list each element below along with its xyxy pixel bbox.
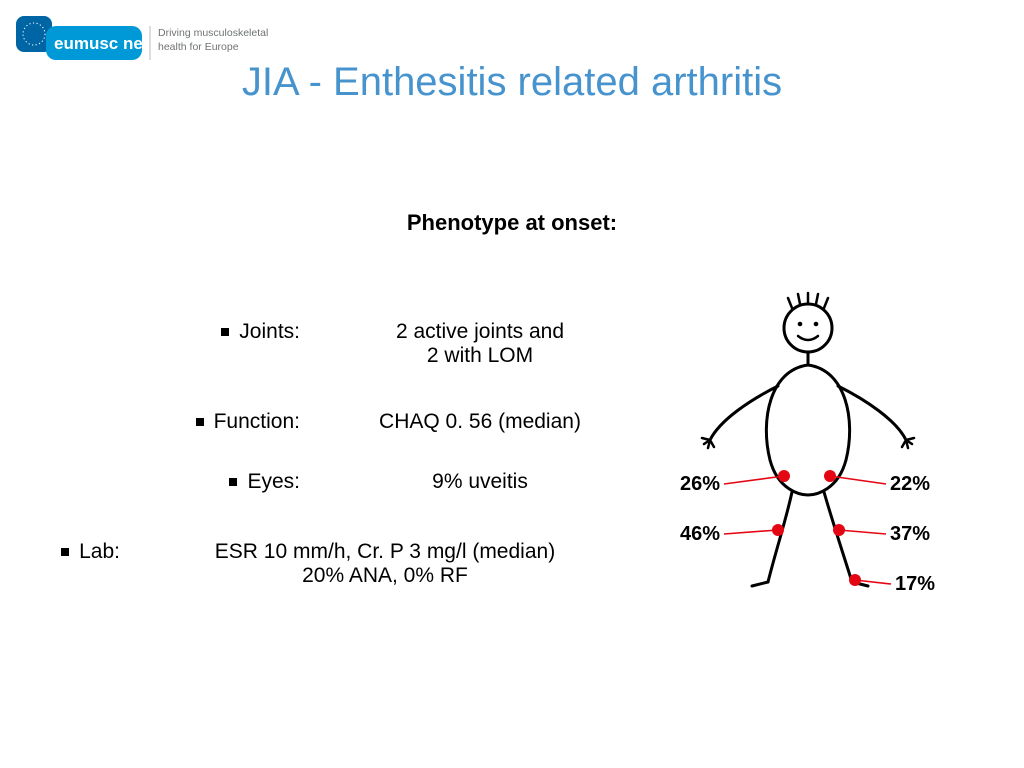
value-function: CHAQ 0. 56 (median) [330,410,630,434]
bullet-icon [221,328,229,336]
joint-label-left_knee: 46% [680,523,720,545]
joint-label-right_ankle: 17% [895,573,935,595]
joint-dot-right_ankle [849,574,861,586]
joint-label-right_hip: 22% [890,473,930,495]
row-eyes: Eyes: 9% uveitis [0,470,640,494]
joint-label-left_hip: 26% [680,473,720,495]
joint-leader-left_knee [724,530,778,534]
value-joints-l2: 2 with LOM [330,344,630,368]
joint-label-right_knee: 37% [890,523,930,545]
joint-figure: 26% 22% 46% 37% 17% [650,290,980,630]
bullet-icon [61,548,69,556]
bullet-icon [229,478,237,486]
logo-tagline-2: health for Europe [158,41,239,53]
row-function: Function: CHAQ 0. 56 (median) [0,410,640,434]
bullet-icon [196,418,204,426]
logo-name: eumusc net [54,34,149,53]
value-eyes: 9% uveitis [330,470,630,494]
value-lab-l1: ESR 10 mm/h, Cr. P 3 mg/l (median) [150,540,620,564]
joint-dot-left_knee [772,524,784,536]
joint-leader-left_hip [724,476,784,484]
logo-tagline-1: Driving musculoskeletal [158,27,268,39]
subtitle: Phenotype at onset: [0,210,1024,236]
joint-dot-right_knee [833,524,845,536]
row-joints: Joints: 2 active joints and 2 with LOM [0,320,640,368]
joint-leader-right_knee [839,530,886,534]
value-lab-l2: 20% ANA, 0% RF [150,564,620,588]
label-eyes: Eyes: [247,470,300,493]
row-lab: Lab: ESR 10 mm/h, Cr. P 3 mg/l (median) … [0,540,660,588]
label-function: Function: [214,410,300,433]
joint-leader-right_hip [830,476,886,484]
label-joints: Joints: [239,320,300,343]
joint-dot-left_hip [778,470,790,482]
slide-title: JIA - Enthesitis related arthritis [0,60,1024,105]
joint-dot-right_hip [824,470,836,482]
label-lab: Lab: [79,540,120,563]
value-joints-l1: 2 active joints and [330,320,630,344]
